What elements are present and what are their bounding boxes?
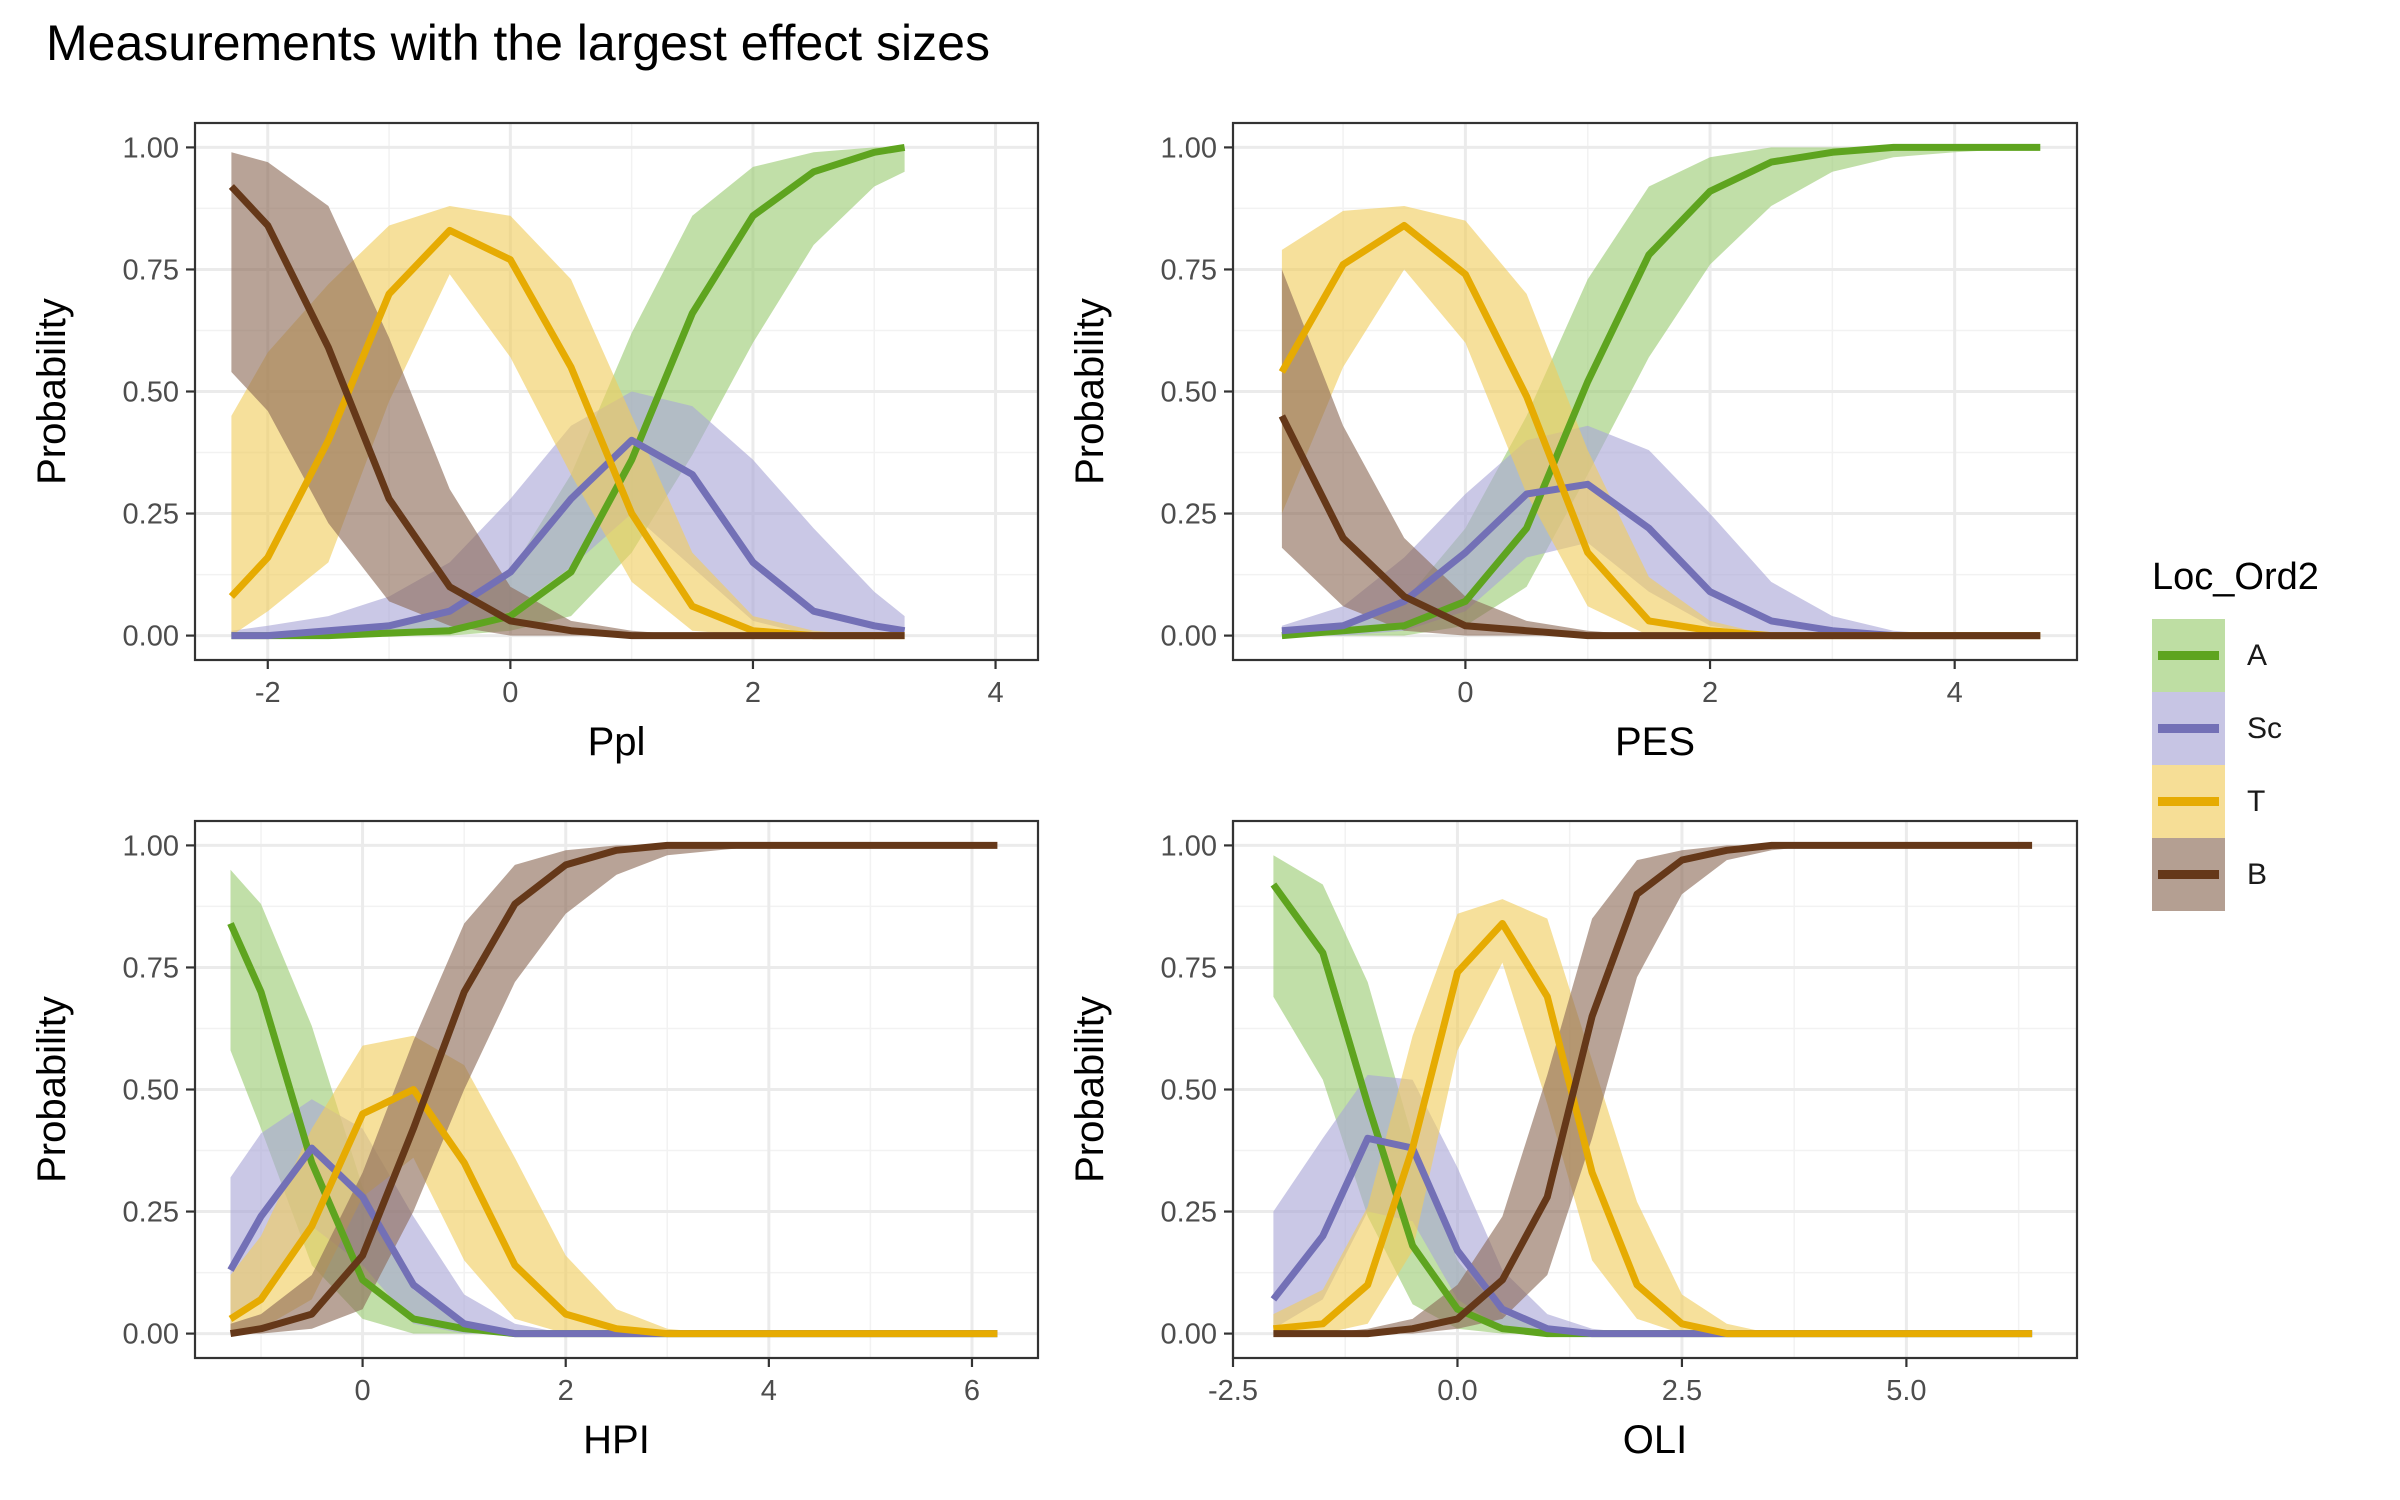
line-b	[1278, 414, 2041, 640]
panel-hpi: 0 2 4 6 0.00 0.25 0.50 0.75 1.00 HPI Probability	[30, 819, 1040, 1462]
ribbon-a	[231, 147, 905, 636]
legend-key-b	[2152, 838, 2225, 911]
y-tick-label: 0.00	[1161, 1319, 1217, 1351]
legend-label-t: T	[2247, 784, 2266, 818]
y-tick-label: 0.50	[123, 1075, 179, 1107]
line-b	[228, 184, 905, 640]
x-tick-label: 6	[964, 1375, 980, 1407]
legend-item-t: T	[2152, 765, 2319, 838]
line-b	[1273, 841, 2033, 1338]
ribbon-b	[1273, 845, 2033, 1334]
legend-label-a: A	[2247, 638, 2268, 672]
ribbon-t	[231, 206, 905, 636]
legend-key-a	[2152, 619, 2225, 692]
legend-key-sc	[2152, 692, 2225, 765]
panel-pes: 0 2 4 0.00 0.25 0.50 0.75 1.00 PES Probability	[1068, 121, 2079, 764]
y-tick-label: 1.00	[1161, 132, 1217, 164]
y-axis-title: Probability	[1068, 996, 1112, 1183]
y-axis-title: Probability	[30, 996, 74, 1183]
x-tick-label: 4	[761, 1375, 777, 1407]
y-tick-label: 1.00	[1161, 830, 1217, 862]
legend-item-b: B	[2152, 838, 2319, 911]
legend-label-b: B	[2247, 857, 2268, 891]
legend-item-a: A	[2152, 619, 2319, 692]
line-b	[229, 841, 998, 1338]
ribbon-sc	[230, 1099, 998, 1334]
x-axis-title: HPI	[583, 1418, 650, 1462]
x-tick-label: 5.0	[1886, 1375, 1926, 1407]
panel-ppl: -2 0 2 4 0.00 0.25 0.50 0.75 1.00 Ppl Probability	[30, 121, 1040, 764]
y-tick-label: 0.75	[1161, 952, 1217, 984]
ribbon-b	[230, 845, 998, 1334]
x-tick-label: -2.5	[1208, 1375, 1258, 1407]
x-axis-title: OLI	[1623, 1418, 1687, 1462]
y-tick-label: 1.00	[123, 132, 179, 164]
x-tick-label: 2	[745, 677, 761, 709]
x-tick-label: 4	[987, 677, 1003, 709]
ribbon-sc	[231, 391, 905, 636]
line-sc	[231, 436, 906, 640]
y-axis-title: Probability	[1068, 298, 1112, 485]
legend-item-sc: Sc	[2152, 692, 2319, 765]
line-a	[231, 143, 906, 640]
x-tick-label: 2	[558, 1375, 574, 1407]
y-tick-label: 0.75	[1161, 254, 1217, 286]
legend: Loc_Ord2 A Sc T B	[2152, 556, 2319, 911]
line-t	[1273, 920, 2033, 1338]
y-tick-label: 0.00	[123, 1319, 179, 1351]
y-tick-label: 0.25	[1161, 1197, 1217, 1229]
x-axis-title: Ppl	[588, 720, 646, 764]
y-tick-label: 1.00	[123, 830, 179, 862]
x-tick-label: 4	[1947, 677, 1963, 709]
y-tick-label: 0.50	[1161, 377, 1217, 409]
x-tick-label: 0	[502, 677, 518, 709]
y-tick-label: 0.50	[123, 377, 179, 409]
x-tick-label: -2	[255, 677, 281, 709]
y-tick-label: 0.50	[1161, 1075, 1217, 1107]
line-t	[228, 1086, 998, 1338]
y-axis-title: Probability	[30, 298, 74, 485]
panel-oli: -2.5 0.0 2.5 5.0 0.00 0.25 0.50 0.75 1.00 OLI Prob…	[1068, 819, 2079, 1462]
x-tick-label: 0	[1457, 677, 1473, 709]
y-tick-label: 0.00	[1161, 621, 1217, 653]
line-a	[1281, 143, 2041, 640]
y-tick-label: 0.00	[123, 621, 179, 653]
ribbon-t	[1281, 206, 2041, 636]
y-tick-label: 0.75	[123, 952, 179, 984]
legend-label-sc: Sc	[2247, 711, 2283, 745]
chart-title: Measurements with the largest effect siz…	[46, 15, 990, 71]
ribbon-b	[1281, 269, 2041, 636]
x-axis-title: PES	[1615, 720, 1695, 764]
legend-title: Loc_Ord2	[2152, 556, 2319, 598]
y-tick-label: 0.25	[1161, 499, 1217, 531]
x-tick-label: 2	[1702, 677, 1718, 709]
legend-key-t	[2152, 765, 2225, 838]
x-tick-label: 0.0	[1437, 1375, 1477, 1407]
x-tick-label: 2.5	[1662, 1375, 1702, 1407]
y-tick-label: 0.75	[123, 254, 179, 286]
ribbon-sc	[1273, 1074, 2033, 1334]
y-tick-label: 0.25	[123, 1197, 179, 1229]
x-tick-label: 0	[355, 1375, 371, 1407]
ribbon-t	[1273, 899, 2033, 1334]
ribbon-sc	[1281, 425, 2041, 636]
y-tick-label: 0.25	[123, 499, 179, 531]
